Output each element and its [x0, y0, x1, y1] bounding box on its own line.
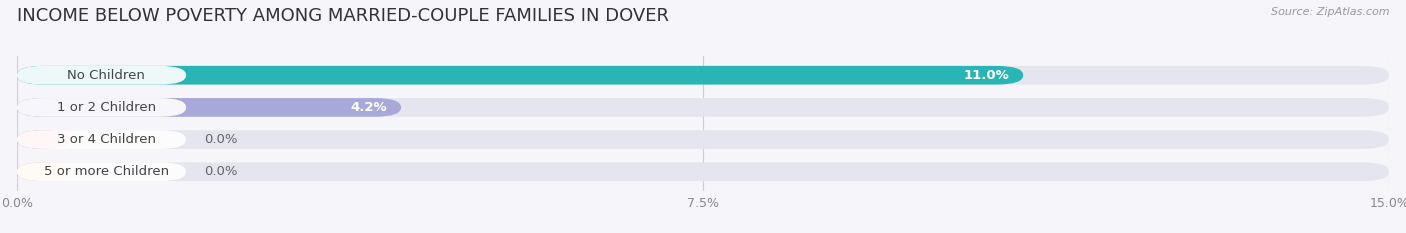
FancyBboxPatch shape	[17, 162, 70, 181]
FancyBboxPatch shape	[17, 66, 1389, 85]
Text: Source: ZipAtlas.com: Source: ZipAtlas.com	[1271, 7, 1389, 17]
Text: 3 or 4 Children: 3 or 4 Children	[56, 133, 156, 146]
FancyBboxPatch shape	[17, 98, 1389, 117]
FancyBboxPatch shape	[17, 98, 401, 117]
FancyBboxPatch shape	[17, 66, 1024, 85]
Text: 1 or 2 Children: 1 or 2 Children	[56, 101, 156, 114]
FancyBboxPatch shape	[17, 130, 1389, 149]
Text: 5 or more Children: 5 or more Children	[44, 165, 169, 178]
FancyBboxPatch shape	[17, 130, 186, 149]
Text: 0.0%: 0.0%	[204, 133, 238, 146]
Text: 11.0%: 11.0%	[963, 69, 1010, 82]
FancyBboxPatch shape	[17, 66, 186, 85]
FancyBboxPatch shape	[17, 130, 70, 149]
Text: 4.2%: 4.2%	[350, 101, 388, 114]
Text: 0.0%: 0.0%	[204, 165, 238, 178]
Text: No Children: No Children	[67, 69, 145, 82]
Text: INCOME BELOW POVERTY AMONG MARRIED-COUPLE FAMILIES IN DOVER: INCOME BELOW POVERTY AMONG MARRIED-COUPL…	[17, 7, 669, 25]
FancyBboxPatch shape	[17, 162, 186, 181]
FancyBboxPatch shape	[17, 162, 1389, 181]
FancyBboxPatch shape	[17, 98, 186, 117]
